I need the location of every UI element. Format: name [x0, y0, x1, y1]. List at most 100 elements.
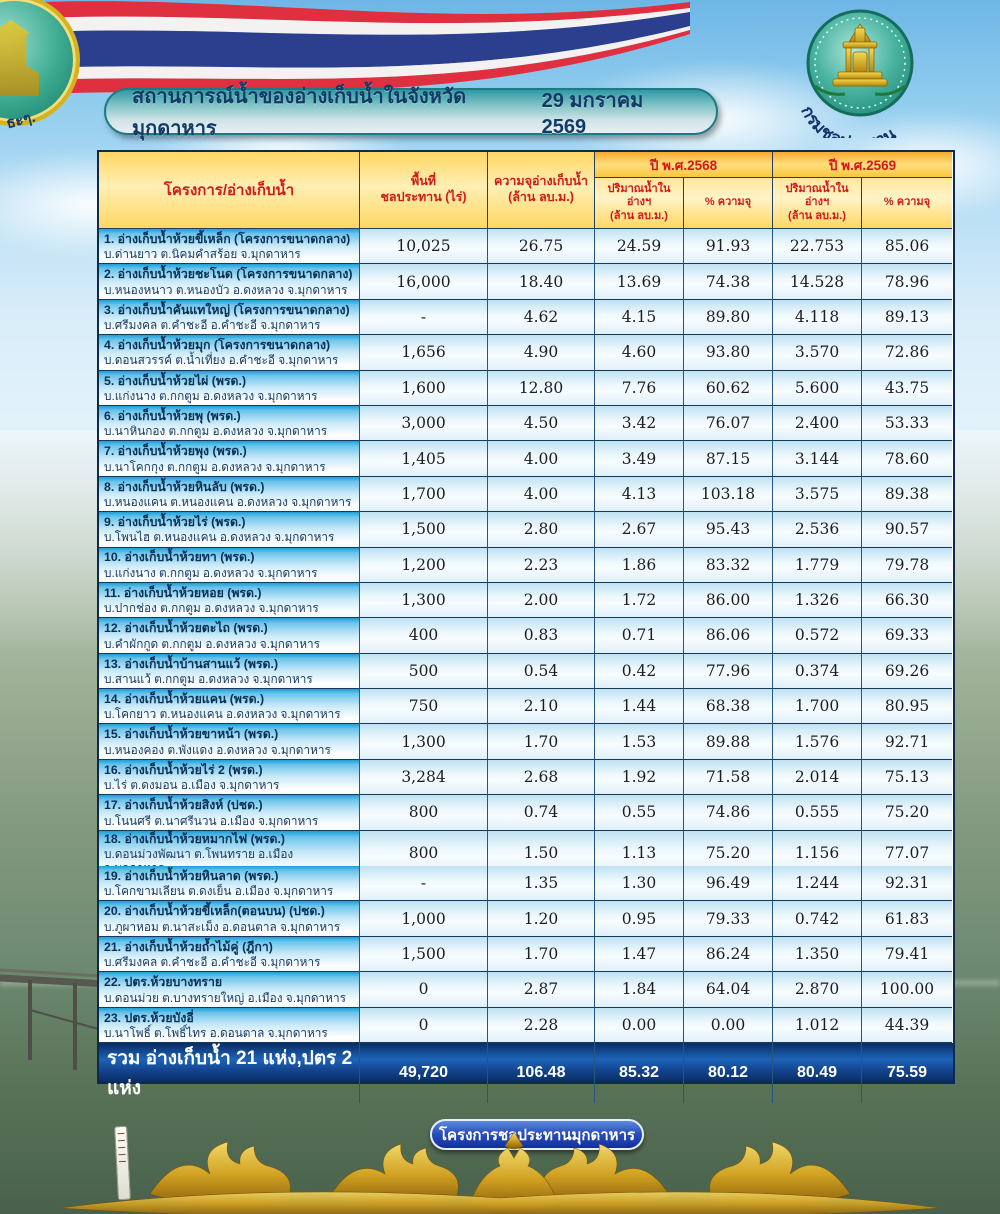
reservoir-location: บ.นาโคกกุง ต.กกตูม อ.ดงหลวง จ.มุกดาหาร: [104, 459, 326, 474]
area-cell: 1,000: [360, 901, 488, 937]
volume-2568-cell: 4.15: [595, 299, 684, 336]
area-cell: 500: [360, 653, 488, 690]
reservoir-name: 22. ปตร.ห้วยบางทราย: [104, 975, 223, 990]
percent-2569-cell: 92.71: [862, 724, 952, 760]
reservoir-name: 17. อ่างเก็บน้ำห้วยสิงห์ (ปชด.): [104, 798, 263, 813]
percent-2569-cell: 79.78: [862, 547, 952, 583]
reservoir-name: 10. อ่างเก็บน้ำห้วยทา (พรด.): [104, 550, 255, 565]
volume-2568-cell: 24.59: [595, 229, 684, 265]
reservoir-name: 6. อ่างเก็บน้ำห้วยพุ (พรด.): [104, 408, 241, 423]
volume-2568-cell: 0.55: [595, 795, 684, 831]
total-percent-2569: 75.59: [886, 1063, 928, 1081]
reservoir-name: 20. อ่างเก็บน้ำห้วยขี้เหล็ก(ตอนบน) (ปชด.…: [104, 904, 325, 919]
header-volume-2569: ปริมาณน้ำใน อ่างฯ (ล้าน ลบ.ม.): [773, 178, 862, 229]
thai-flag-ribbon: [0, 1, 690, 96]
percent-2569-cell: 61.83: [862, 901, 952, 937]
capacity-cell: 26.75: [488, 229, 595, 265]
volume-2568-cell: 1.30: [595, 866, 684, 902]
percent-2569-cell: 53.33: [862, 405, 952, 442]
percent-2568-cell: 83.32: [684, 547, 773, 583]
volume-2569-cell: 1.012: [773, 1007, 862, 1043]
seal-emblem-icon: [0, 20, 39, 96]
reservoir-location: บ.ภูผาหอม ต.นาสะเม็ง อ.ดอนตาล จ.มุกดาหาร: [104, 919, 341, 934]
table-row: 23. ปตร.ห้วยบังอี่ บ.นาโพธิ์ ต.โพธิ์ไทร …: [99, 1007, 953, 1043]
reservoir-name-cell: 8. อ่างเก็บน้ำห้วยหินลับ (พรด.) บ.หนองแค…: [99, 476, 360, 513]
reservoir-location: บ.หนองแคน ต.หนองแคน อ.ดงหลวง จ.มุกดาหาร: [104, 495, 352, 510]
reservoir-name-cell: 2. อ่างเก็บน้ำห้วยชะโนด (โครงการขนาดกลาง…: [99, 264, 360, 300]
reservoir-name: 14. อ่างเก็บน้ำห้วยแคน (พรด.): [104, 692, 265, 707]
header-area: พื้นที่ ชลประทาน (ไร่): [360, 152, 488, 229]
area-cell: 3,284: [360, 759, 488, 796]
reservoir-name-cell: 9. อ่างเก็บน้ำห้วยไร่ (พรด.) บ.โพนไฮ ต.ห…: [99, 512, 360, 548]
area-cell: 1,200: [360, 547, 488, 583]
volume-2569-cell: 3.570: [773, 335, 862, 371]
volume-2569-cell: 3.575: [773, 476, 862, 513]
reservoir-location: บ.ปากช่อง ต.กกตูม อ.ดงหลวง จ.มุกดาหาร: [104, 601, 319, 616]
table-row: 19. อ่างเก็บน้ำห้วยหินลาด (พรด.) บ.โคกขา…: [99, 866, 953, 902]
volume-2569-cell: 1.244: [773, 866, 862, 902]
reservoir-name-cell: 23. ปตร.ห้วยบังอี่ บ.นาโพธิ์ ต.โพธิ์ไทร …: [99, 1007, 360, 1043]
reservoir-name-cell: 6. อ่างเก็บน้ำห้วยพุ (พรด.) บ.นาหินกอง ต…: [99, 405, 360, 442]
percent-2569-cell: 89.13: [862, 299, 952, 336]
reservoir-table: โครงการ/อ่างเก็บน้ำ พื้นที่ ชลประทาน (ไร…: [97, 150, 955, 1103]
percent-2569-cell: 92.31: [862, 866, 952, 902]
percent-2569-cell: 79.41: [862, 936, 952, 973]
total-capacity: 106.48: [488, 1042, 595, 1103]
reservoir-name-cell: 14. อ่างเก็บน้ำห้วยแคน (พรด.) บ.โคกยาว ต…: [99, 689, 360, 725]
table-row: 10. อ่างเก็บน้ำห้วยทา (พรด.) บ.แก่งนาง ต…: [99, 547, 953, 583]
capacity-cell: 2.68: [488, 759, 595, 796]
reservoir-location: บ.โคกยาว ต.หนองแคน อ.ดงหลวง จ.มุกดาหาร: [104, 707, 341, 722]
area-cell: 1,656: [360, 335, 488, 371]
reservoir-name: 15. อ่างเก็บน้ำห้วยขาหน้า (พรด.): [104, 727, 279, 742]
capacity-cell: 2.23: [488, 547, 595, 583]
percent-2568-cell: 60.62: [684, 370, 773, 406]
reservoir-location: บ.โคกขามเลียน ต.ดงเย็น อ.เมือง จ.มุกดาหา…: [104, 884, 334, 899]
reservoir-location: บ.นาหินกอง ต.กกตูม อ.ดงหลวง จ.มุกดาหาร: [104, 424, 328, 439]
capacity-cell: 1.70: [488, 936, 595, 973]
volume-2569-cell: 1.779: [773, 547, 862, 583]
table-row: 22. ปตร.ห้วยบางทราย บ.ดอนม่วย ต.บางทรายใ…: [99, 972, 953, 1008]
table-row: 5. อ่างเก็บน้ำห้วยไผ่ (พรด.) บ.แก่งนาง ต…: [99, 370, 953, 406]
total-area: 49,720: [360, 1042, 488, 1103]
capacity-cell: 1.35: [488, 866, 595, 902]
capacity-cell: 0.54: [488, 653, 595, 690]
area-cell: 1,600: [360, 370, 488, 406]
reservoir-name-cell: 11. อ่างเก็บน้ำห้วยหอย (พรด.) บ.ปากช่อง …: [99, 582, 360, 619]
percent-2569-cell: 75.13: [862, 759, 952, 796]
table-row: 1. อ่างเก็บน้ำห้วยขี้เหล็ก (โครงการขนาดก…: [99, 229, 953, 265]
capacity-cell: 0.74: [488, 795, 595, 831]
reservoir-name: 2. อ่างเก็บน้ำห้วยชะโนด (โครงการขนาดกลาง…: [104, 267, 353, 282]
volume-2568-cell: 1.53: [595, 724, 684, 760]
reservoir-name-cell: 20. อ่างเก็บน้ำห้วยขี้เหล็ก(ตอนบน) (ปชด.…: [99, 901, 360, 937]
table-row: 13. อ่างเก็บน้ำบ้านสานแว้ (พรด.) บ.สานแว…: [99, 653, 953, 690]
capacity-cell: 1.70: [488, 724, 595, 760]
volume-2568-cell: 1.86: [595, 547, 684, 583]
percent-2569-cell: 89.38: [862, 476, 952, 513]
reservoir-name-cell: 13. อ่างเก็บน้ำบ้านสานแว้ (พรด.) บ.สานแว…: [99, 653, 360, 690]
percent-2568-cell: 87.15: [684, 441, 773, 477]
area-cell: 750: [360, 689, 488, 725]
reservoir-location: บ.คำผักกูด ต.กกตูม อ.ดงหลวง จ.มุกดาหาร: [104, 636, 320, 651]
total-volume-2569: 80.49: [773, 1042, 862, 1103]
volume-2568-cell: 1.47: [595, 936, 684, 973]
capacity-cell: 2.28: [488, 1007, 595, 1043]
table-row: 12. อ่างเก็บน้ำห้วยตะไถ (พรด.) บ.คำผักกู…: [99, 618, 953, 654]
table-row: 9. อ่างเก็บน้ำห้วยไร่ (พรด.) บ.โพนไฮ ต.ห…: [99, 512, 953, 548]
volume-2569-cell: 5.600: [773, 370, 862, 406]
area-cell: -: [360, 299, 488, 336]
area-cell: 0: [360, 1007, 488, 1043]
total-percent-2568: 80.12: [684, 1042, 773, 1103]
reservoir-name-cell: 22. ปตร.ห้วยบางทราย บ.ดอนม่วย ต.บางทรายใ…: [99, 972, 360, 1008]
volume-2568-cell: 4.60: [595, 335, 684, 371]
capacity-cell: 2.80: [488, 512, 595, 548]
table-row: 8. อ่างเก็บน้ำห้วยหินลับ (พรด.) บ.หนองแค…: [99, 476, 953, 513]
reservoir-name: 5. อ่างเก็บน้ำห้วยไผ่ (พรด.): [104, 373, 247, 388]
percent-2569-cell: 66.30: [862, 582, 952, 619]
table-row: 4. อ่างเก็บน้ำห้วยมุก (โครงการขนาดกลาง) …: [99, 335, 953, 371]
reservoir-location: บ.สานแว้ ต.กกตูม อ.ดงหลวง จ.มุกดาหาร: [104, 671, 313, 686]
header-percent-2569: % ความจุ: [862, 178, 952, 229]
reservoir-name-cell: 12. อ่างเก็บน้ำห้วยตะไถ (พรด.) บ.คำผักกู…: [99, 618, 360, 654]
reservoir-name-cell: 4. อ่างเก็บน้ำห้วยมุก (โครงการขนาดกลาง) …: [99, 335, 360, 371]
reservoir-location: บ.ดอนม่วย ต.บางทรายใหญ่ อ.เมือง จ.มุกดาห…: [104, 990, 346, 1005]
